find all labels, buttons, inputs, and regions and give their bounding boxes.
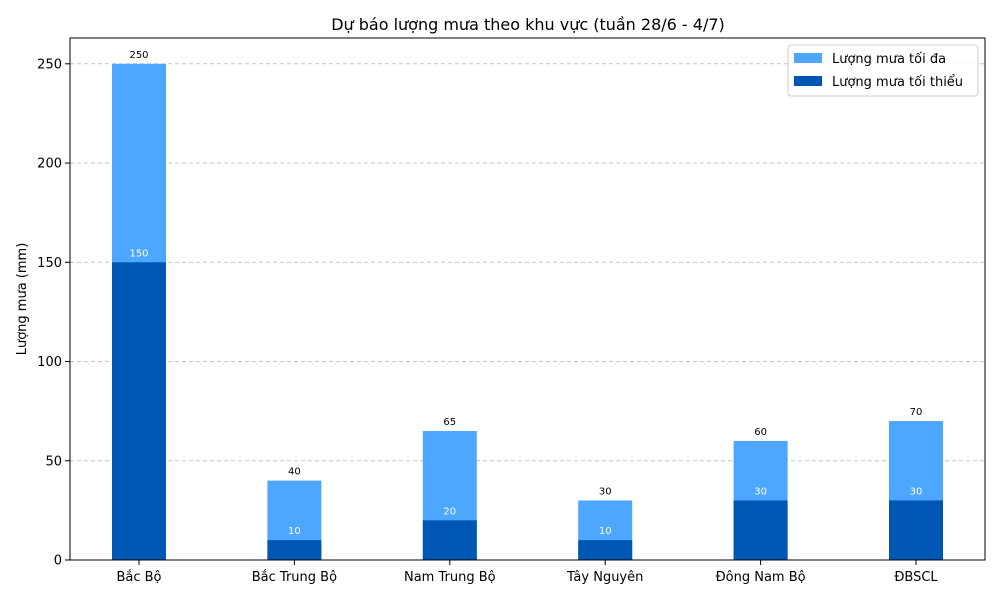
x-tick-label: Nam Trung Bộ xyxy=(404,570,496,585)
data-label-max: 40 xyxy=(288,467,301,478)
data-label-max: 30 xyxy=(599,486,612,497)
data-label-max: 250 xyxy=(129,50,148,61)
x-tick-label: Bắc Trung Bộ xyxy=(252,570,337,585)
y-tick-label: 50 xyxy=(45,454,62,469)
legend-frame xyxy=(787,44,979,97)
y-axis-label: Lượng mưa (mm) xyxy=(15,243,30,356)
x-tick-label: Bắc Bộ xyxy=(116,570,161,585)
data-label-max: 60 xyxy=(754,427,767,438)
legend-swatch-max xyxy=(794,53,822,63)
legend: Lượng mưa tối đa Lượng mưa tối thiểu xyxy=(787,44,979,97)
data-label-min: 150 xyxy=(129,248,148,259)
y-tick-label: 250 xyxy=(37,57,62,72)
y-tick-label: 150 xyxy=(37,256,62,271)
legend-label-max: Lượng mưa tối đa xyxy=(832,52,946,67)
plot-frame xyxy=(69,37,986,561)
data-label-min: 30 xyxy=(754,486,767,497)
data-label-max: 70 xyxy=(910,407,923,418)
data-label-max: 65 xyxy=(443,417,456,428)
bar-min-0 xyxy=(112,262,166,560)
bar-min-5 xyxy=(889,500,943,560)
x-tick-label: Tây Nguyên xyxy=(566,570,643,585)
x-tick-label: ĐBSCL xyxy=(894,570,938,585)
x-tick-label: Đông Nam Bộ xyxy=(716,570,806,585)
data-label-min: 10 xyxy=(288,526,301,537)
data-label-min: 20 xyxy=(443,506,456,517)
bar-min-1 xyxy=(267,540,322,560)
legend-swatch-min xyxy=(794,76,822,86)
legend-label-min: Lượng mưa tối thiểu xyxy=(832,75,963,90)
y-tick-label: 0 xyxy=(54,554,62,569)
bar-min-4 xyxy=(733,500,788,560)
bar-min-3 xyxy=(578,540,633,560)
bars xyxy=(112,63,943,561)
bar-min-2 xyxy=(422,520,477,560)
y-tick-label: 100 xyxy=(37,355,62,370)
chart-title: Dự báo lượng mưa theo khu vực (tuần 28/6… xyxy=(331,15,725,34)
axes: 0 50 100 150 200 250 Bắc Bộ Bắc Trung Bộ Nam Tru… xyxy=(37,37,986,585)
data-label-min: 30 xyxy=(910,486,923,497)
data-labels: 250 150 40 10 65 20 30 10 60 30 70 30 xyxy=(129,50,922,537)
data-label-min: 10 xyxy=(599,526,612,537)
y-tick-label: 200 xyxy=(37,157,62,172)
gridlines xyxy=(70,63,985,462)
